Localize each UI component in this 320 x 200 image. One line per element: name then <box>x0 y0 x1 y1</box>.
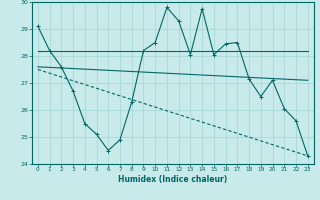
X-axis label: Humidex (Indice chaleur): Humidex (Indice chaleur) <box>118 175 228 184</box>
